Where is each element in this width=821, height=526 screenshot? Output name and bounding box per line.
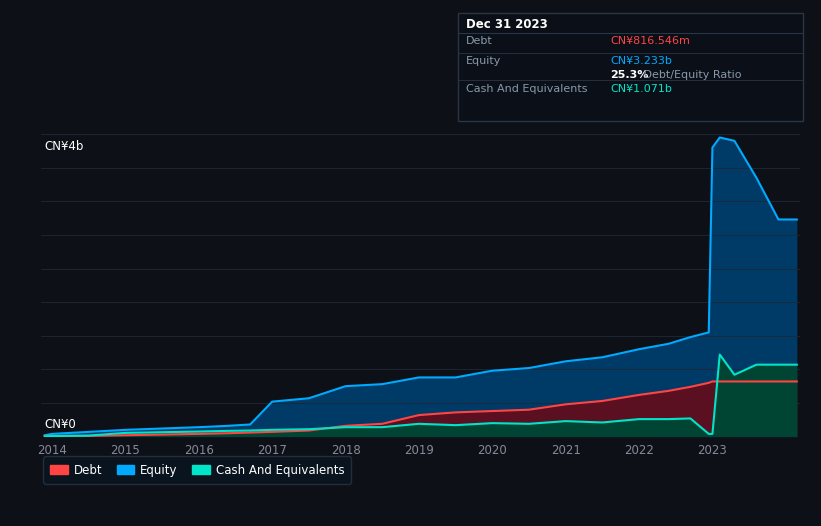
Text: CN¥1.071b: CN¥1.071b xyxy=(610,84,672,94)
Text: CN¥0: CN¥0 xyxy=(45,418,76,430)
Text: CN¥816.546m: CN¥816.546m xyxy=(610,36,690,46)
Text: CN¥3.233b: CN¥3.233b xyxy=(610,56,672,66)
Legend: Debt, Equity, Cash And Equivalents: Debt, Equity, Cash And Equivalents xyxy=(44,457,351,483)
Text: CN¥4b: CN¥4b xyxy=(45,140,85,153)
Text: Debt/Equity Ratio: Debt/Equity Ratio xyxy=(640,70,741,80)
Text: Dec 31 2023: Dec 31 2023 xyxy=(466,18,548,32)
Text: Equity: Equity xyxy=(466,56,502,66)
Text: Debt: Debt xyxy=(466,36,493,46)
Text: 25.3%: 25.3% xyxy=(610,70,649,80)
Text: Cash And Equivalents: Cash And Equivalents xyxy=(466,84,588,94)
